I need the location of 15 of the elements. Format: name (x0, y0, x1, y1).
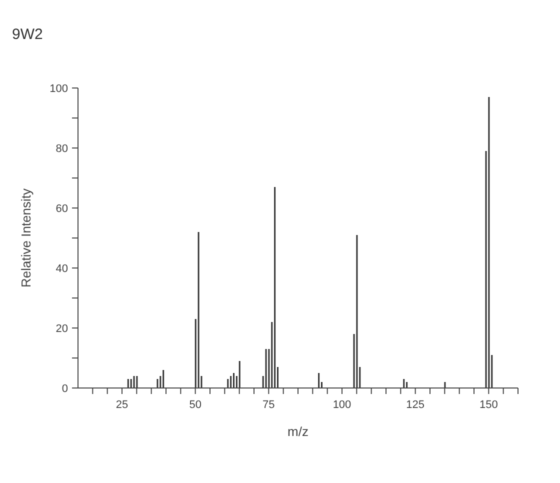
y-tick-label: 80 (56, 143, 68, 155)
x-tick-label: 75 (262, 399, 275, 411)
x-tick-label: 125 (406, 399, 425, 411)
x-axis-title: m/z (288, 424, 308, 439)
y-tick-label: 40 (56, 263, 68, 275)
y-tick-label: 100 (50, 83, 68, 95)
y-tick-label: 0 (62, 383, 68, 395)
x-tick-label: 100 (332, 399, 352, 411)
y-tick-label: 60 (56, 203, 68, 215)
x-tick-label: 150 (479, 399, 498, 411)
x-tick-label: 25 (116, 399, 128, 411)
y-tick-label: 20 (56, 323, 68, 335)
chart-title: 9W2 (12, 26, 43, 43)
x-tick-label: 50 (189, 399, 202, 411)
y-axis-title: Relative Intensity (18, 188, 34, 288)
